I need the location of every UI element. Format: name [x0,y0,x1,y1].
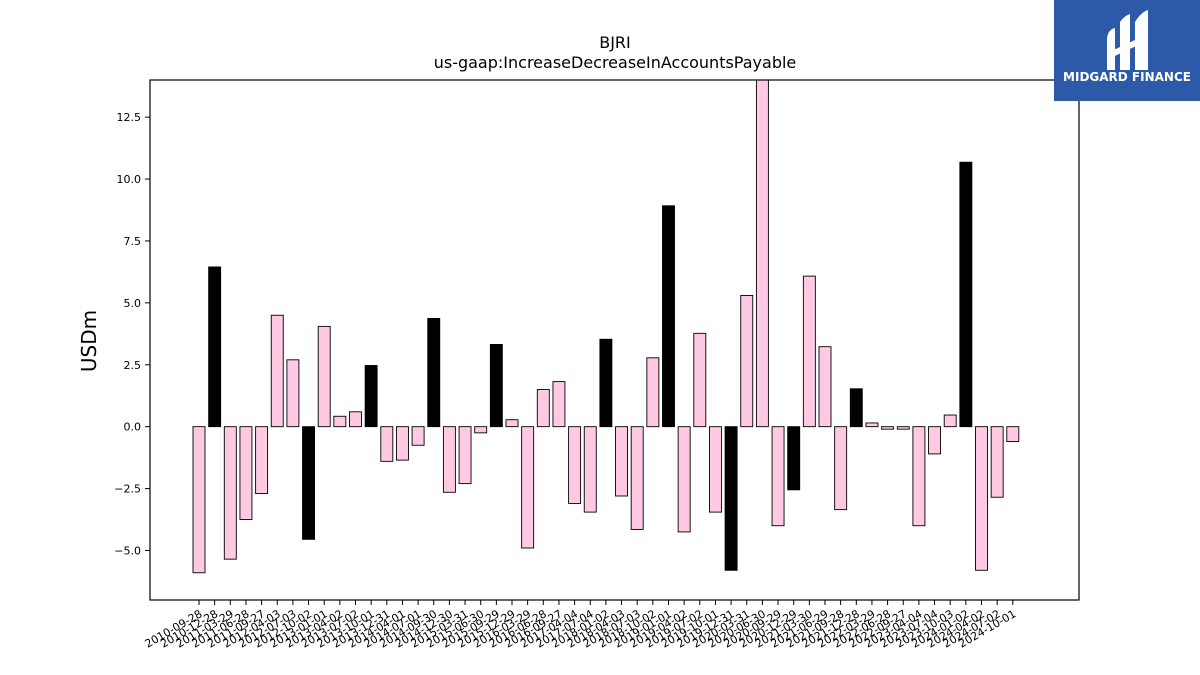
bar-2018-01-02 [599,338,613,428]
y-tick-label: 12.5 [117,111,142,124]
bar-2016-03-29 [521,426,535,549]
bar-2013-10-01 [364,365,378,428]
bar-2013-04-02 [333,415,347,428]
bar-2020-06-30 [755,79,769,428]
logo-text: MIDGARD FINANCE [1063,70,1191,84]
bar-2013-01-01 [317,325,331,428]
bars-layer [192,79,1020,574]
bar-2024-01-02 [959,161,973,428]
bar-2021-06-29 [818,346,832,428]
bar-2014-09-30 [427,318,441,428]
bar-2019-04-02 [677,426,691,533]
bar-2022-03-29 [865,422,879,428]
bar-2021-03-30 [802,275,816,428]
y-tick-label: 5.0 [124,297,142,310]
bar-2010-09-28 [192,426,206,574]
y-tick-label: 0.0 [124,421,142,434]
bar-2015-03-31 [458,426,472,485]
bar-2013-07-02 [349,411,362,428]
chart-subtitle: us-gaap:IncreaseDecreaseInAccountsPayabl… [434,53,797,72]
chart-title: BJRI [599,33,631,52]
bar-2020-12-29 [787,426,801,491]
y-tick-label: −2.5 [114,483,141,496]
bar-2015-12-29 [505,419,519,428]
y-tick-label: −5.0 [114,544,141,557]
y-axis-label: USDm [77,310,101,372]
bar-2021-09-28 [834,426,848,511]
bar-2020-09-29 [771,426,785,527]
bar-2022-09-27 [896,426,910,430]
bar-2018-04-03 [615,426,628,497]
bar-2019-10-01 [709,426,722,513]
bar-2019-12-31 [724,426,738,571]
bar-2023-04-04 [912,426,926,527]
bar-2010-12-28 [208,266,222,428]
bar-2018-07-03 [630,426,644,530]
bar-2014-12-30 [442,426,456,493]
bar-2012-10-02 [302,426,315,540]
bar-2019-07-02 [693,332,707,428]
bar-2013-12-31 [380,426,394,462]
bar-2024-07-02 [990,426,1004,498]
bar-2016-06-28 [536,389,550,428]
y-tick-label: 10.0 [117,173,142,186]
y-tick-label: 7.5 [124,235,142,248]
plot-frame [149,79,1080,601]
bar-2017-04-04 [568,426,582,504]
bar-2021-12-28 [849,388,863,428]
x-axis-ticks: 2010-09-282010-12-282011-03-292011-06-28… [143,600,1018,651]
y-axis-ticks: −5.0 −2.5 0.0 2.5 5.0 7.5 10.0 12.5 [114,111,150,557]
bar-2018-10-02 [646,357,660,428]
midgard-finance-logo: MIDGARD FINANCE [1054,0,1200,101]
bar-2011-03-29 [223,426,237,560]
bar-2014-07-01 [411,426,425,446]
bar-2011-09-27 [255,426,269,494]
bar-2014-04-01 [396,426,409,461]
bar-2017-07-04 [583,426,597,513]
bar-2022-06-28 [881,426,895,430]
bar-2020-03-31 [740,294,754,428]
bar-2023-07-04 [928,426,941,455]
bar-2023-10-03 [943,414,957,428]
bar-2015-06-30 [474,426,488,434]
bar-2024-04-02 [975,426,988,571]
bar-2012-04-03 [270,314,284,428]
bar-2011-06-28 [239,426,253,520]
bar-2024-10-01 [1006,426,1020,442]
bar-2016-09-27 [552,381,566,428]
bar-2019-01-01 [662,205,675,428]
bar-2015-09-29 [489,344,503,428]
midgard-logo-icon [1107,10,1148,70]
y-tick-label: 2.5 [124,359,142,372]
bar-2012-07-03 [286,359,300,428]
